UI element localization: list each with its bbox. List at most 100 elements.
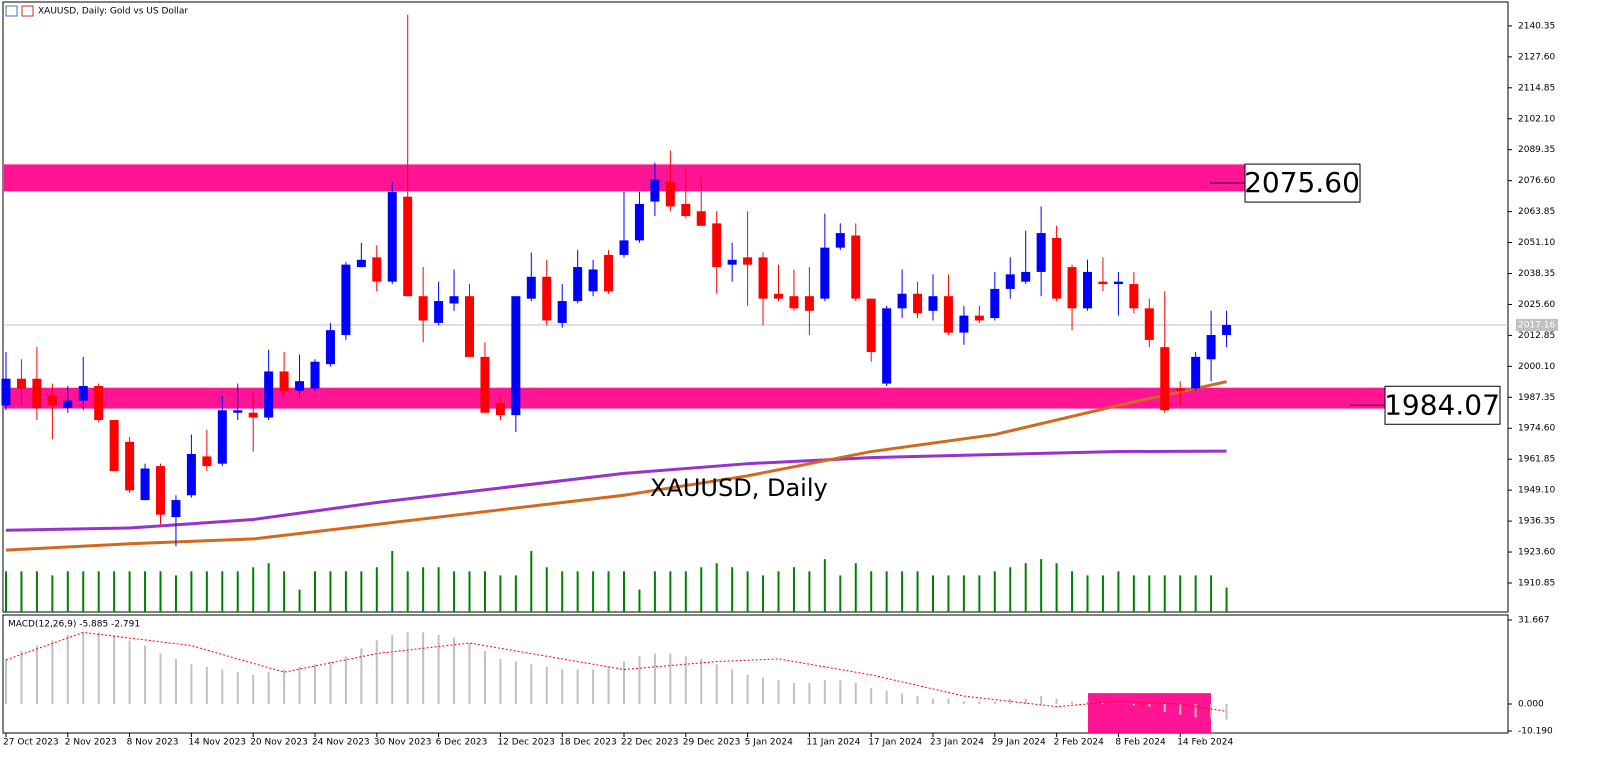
y-tick-label: 1910.85 bbox=[1518, 578, 1555, 588]
candle-body bbox=[1067, 267, 1077, 309]
moving-average bbox=[5, 380, 1227, 552]
y-tick-label: 2102.10 bbox=[1518, 114, 1555, 124]
y-tick-label: 1987.35 bbox=[1518, 393, 1555, 403]
y-tick-label: 2051.10 bbox=[1518, 238, 1555, 248]
x-tick-label: 8 Nov 2023 bbox=[127, 738, 179, 748]
candle-body bbox=[835, 233, 845, 248]
candle-body bbox=[1160, 347, 1170, 411]
candle-body bbox=[897, 293, 907, 309]
x-tick-label: 22 Dec 2023 bbox=[621, 738, 679, 748]
x-tick-label: 11 Jan 2024 bbox=[806, 738, 860, 748]
candle-body bbox=[665, 182, 675, 207]
candle-body bbox=[526, 276, 536, 299]
candle-body bbox=[465, 296, 474, 357]
y-tick-label: 31.667 bbox=[1518, 615, 1550, 625]
candle-body bbox=[619, 240, 629, 255]
candle-body bbox=[171, 500, 181, 518]
zone-label: 2075.60 bbox=[1244, 166, 1360, 199]
candle-body bbox=[387, 191, 397, 282]
candle-body bbox=[511, 296, 521, 416]
candle-body bbox=[140, 468, 150, 501]
candle-body bbox=[233, 410, 243, 413]
candle-body bbox=[356, 259, 366, 268]
icon bbox=[5, 5, 18, 17]
candle-body bbox=[866, 298, 876, 353]
candle-body bbox=[418, 296, 428, 321]
zone-label-box bbox=[1384, 385, 1501, 425]
candle-body bbox=[279, 371, 289, 391]
zone-label: 1984.07 bbox=[1384, 388, 1500, 421]
candle-body bbox=[913, 293, 923, 314]
x-tick-label: 24 Nov 2023 bbox=[312, 738, 370, 748]
candle-body bbox=[727, 259, 737, 265]
macd-title: MACD(12,26,9) -5.885 -2.791 bbox=[8, 620, 140, 630]
y-tick-label: 1923.60 bbox=[1518, 548, 1555, 558]
zone-label-box bbox=[1244, 163, 1361, 203]
x-tick-label: 17 Jan 2024 bbox=[868, 738, 922, 748]
macd-panel bbox=[2, 614, 1509, 734]
x-tick-label: 2 Nov 2023 bbox=[65, 738, 117, 748]
x-tick-label: 2 Feb 2024 bbox=[1054, 738, 1105, 748]
y-tick-label: 1974.60 bbox=[1518, 424, 1555, 434]
macd-zone bbox=[1088, 693, 1211, 733]
candle-body bbox=[156, 466, 165, 515]
candle-body bbox=[650, 179, 660, 202]
candle-body bbox=[990, 288, 1000, 319]
candle-body bbox=[1113, 281, 1123, 285]
candle-body bbox=[1175, 388, 1185, 391]
y-tick-label: 2012.85 bbox=[1518, 331, 1555, 341]
x-tick-label: 12 Dec 2023 bbox=[497, 738, 555, 748]
current-price-box bbox=[1516, 318, 1558, 331]
candle-body bbox=[959, 315, 969, 333]
x-tick-label: 29 Jan 2024 bbox=[992, 738, 1046, 748]
current-price-label: 2017.16 bbox=[1518, 320, 1555, 330]
chart-title: XAUUSD, Daily: Gold vs US Dollar bbox=[38, 7, 188, 17]
candle-body bbox=[217, 410, 227, 464]
candle-body bbox=[774, 293, 783, 299]
candle-body bbox=[1005, 274, 1015, 289]
x-tick-label: 20 Nov 2023 bbox=[250, 738, 308, 748]
candle-body bbox=[1206, 335, 1216, 360]
y-tick-label: 2114.85 bbox=[1518, 83, 1555, 93]
x-tick-label: 23 Jan 2024 bbox=[930, 738, 984, 748]
candle-body bbox=[1129, 284, 1139, 309]
candle-body bbox=[325, 330, 335, 365]
candle-body bbox=[804, 296, 814, 311]
x-tick-label: 6 Dec 2023 bbox=[436, 738, 488, 748]
candle-body bbox=[63, 400, 73, 408]
y-tick-label: 2140.35 bbox=[1518, 21, 1555, 31]
y-tick-label: 2000.10 bbox=[1518, 362, 1555, 372]
candle-body bbox=[264, 371, 274, 418]
zone bbox=[4, 164, 1257, 192]
candle-body bbox=[248, 412, 258, 418]
candle-body bbox=[125, 441, 135, 491]
candle-body bbox=[1021, 271, 1031, 282]
icon bbox=[21, 5, 34, 17]
y-tick-label: 1961.85 bbox=[1518, 455, 1555, 465]
candle-body bbox=[1083, 271, 1092, 309]
candle-body bbox=[94, 386, 104, 420]
candle-body bbox=[495, 403, 505, 416]
candle-body bbox=[403, 196, 413, 297]
candle-body bbox=[480, 356, 490, 413]
candle-body bbox=[557, 301, 567, 323]
candle-body bbox=[712, 223, 722, 268]
y-tick-label: 2063.85 bbox=[1518, 207, 1555, 217]
zone bbox=[4, 387, 1429, 409]
candle-body bbox=[310, 361, 320, 389]
y-tick-label: 2038.35 bbox=[1518, 269, 1555, 279]
y-tick-label: 2025.60 bbox=[1518, 300, 1555, 310]
moving-average bbox=[5, 449, 1227, 532]
candle-body bbox=[1052, 237, 1062, 299]
x-tick-label: 18 Dec 2023 bbox=[559, 738, 617, 748]
candle-body bbox=[1, 378, 11, 406]
y-tick-label: 2127.60 bbox=[1518, 52, 1555, 62]
candle-body bbox=[1144, 308, 1154, 340]
candle-body bbox=[1036, 233, 1046, 272]
candle-body bbox=[604, 254, 614, 292]
candle-body bbox=[32, 378, 42, 408]
candle-body bbox=[851, 235, 861, 299]
candle-body bbox=[186, 453, 196, 496]
